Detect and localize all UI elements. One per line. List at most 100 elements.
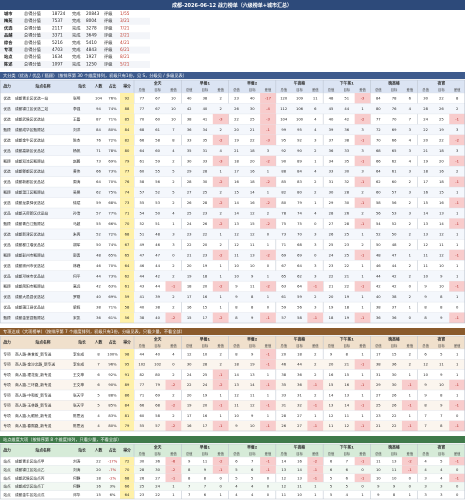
cell: -1 [455, 316, 459, 320]
column-header: 战力 [3, 340, 11, 345]
row-bg [0, 145, 465, 156]
sub-header: 总值 [375, 451, 382, 456]
cell: 0 [172, 363, 175, 367]
sub-header: 总值 [139, 451, 146, 456]
cell: 40 [250, 97, 255, 101]
group-header: 晚高峰 [388, 336, 400, 341]
cell: 44 [155, 285, 160, 289]
sub-header: 差值 [265, 87, 272, 92]
cell: 3 [172, 232, 175, 236]
cell: 2 [409, 352, 411, 356]
cell: 68 [376, 149, 381, 153]
sub-header: 总值 [328, 451, 335, 456]
cell: 2 [172, 373, 174, 377]
cell: 28 [203, 363, 208, 367]
summary-cell: 1634 [52, 54, 63, 59]
cell: 36 [392, 316, 397, 320]
cell: 65 [392, 149, 397, 153]
score-bg [120, 208, 134, 219]
cell: 16 [297, 460, 302, 464]
cell: 52 [140, 222, 145, 226]
cell: 95 [281, 138, 286, 142]
cell: 1 [314, 201, 316, 205]
cell: 14 [234, 201, 239, 205]
summary-cell: 完成 [72, 32, 80, 39]
cell: 112 [280, 107, 287, 111]
cell: 79 [125, 424, 130, 428]
cell: 46 [96, 264, 101, 268]
negative-bg [260, 124, 276, 135]
cell: 19 [329, 306, 334, 310]
summary-cell: 综合 [4, 39, 13, 46]
cell: 68 [140, 128, 145, 132]
group-header: 夜宵 [437, 336, 446, 341]
cell: 35 [344, 159, 349, 163]
cell: 3 [314, 274, 317, 278]
cell: 1 [172, 485, 174, 489]
cell: 优选 [3, 106, 11, 111]
cell: 5 [330, 485, 333, 489]
negative-bg [260, 400, 276, 411]
cell: 76 [125, 180, 130, 184]
cell: 4 [172, 149, 175, 153]
cell: -2 [219, 222, 223, 226]
cell: 1 [314, 493, 316, 497]
cell: 成都郫都区优选站 [15, 169, 45, 174]
sub-header: 总值 [375, 87, 382, 92]
cell: 16 [250, 201, 255, 205]
cell: 2 [220, 107, 222, 111]
cell: 7 [172, 128, 175, 132]
cell: 84 [96, 128, 101, 132]
sub-header: 差值 [312, 343, 319, 348]
cell: 孙浩 [73, 211, 81, 216]
cell: 杨帆 [73, 148, 81, 153]
cell: 0 [267, 306, 270, 310]
cell: 24 [187, 222, 192, 226]
cell: 2 [172, 159, 174, 163]
cell: 26 [344, 212, 349, 216]
cell: 15 [250, 222, 255, 226]
score-bg [120, 155, 134, 167]
cell: 28 [329, 212, 334, 216]
cell: 62 [376, 180, 381, 184]
negative-bg [260, 359, 276, 370]
cell: 60 [376, 191, 381, 195]
cell: 4 [409, 138, 412, 142]
sub-header: 总值 [422, 451, 429, 456]
score-bg [120, 281, 134, 292]
cell: -17 [265, 97, 272, 101]
summary-row-bg [0, 32, 150, 40]
cell: 1 [361, 264, 363, 268]
score-bg [120, 465, 134, 474]
cell: 43 [140, 285, 145, 289]
cell: 38 [392, 295, 397, 299]
summary-cell: 总得分值 [24, 32, 41, 39]
negative-bg [260, 281, 276, 292]
cell: 22 [234, 117, 239, 121]
sub-header: 总值 [186, 451, 193, 456]
cell: 10 [423, 373, 428, 377]
cell: 33 [187, 138, 192, 142]
summary-cell: 3278 [86, 25, 97, 30]
cell: 9 [251, 352, 254, 356]
cell: 55 [140, 424, 145, 428]
sub-header: 目标 [202, 451, 209, 456]
cell: 11 [234, 253, 239, 257]
cell: 1 [361, 274, 363, 278]
cell: 48 [96, 253, 101, 257]
cell: 33 [329, 170, 334, 174]
cell: 26 [140, 476, 145, 480]
cell: 陈杰 [73, 137, 81, 142]
cell: 9 [235, 424, 238, 428]
cell: 成都新津区优选站 [15, 231, 45, 236]
cell: 38 [155, 306, 160, 310]
cell: 31 [203, 149, 208, 153]
cell: -2 [266, 285, 270, 289]
cell: 50 [392, 232, 397, 236]
cell: 2 [172, 306, 174, 310]
sub-header: 差值 [217, 451, 224, 456]
cell: 4 [440, 476, 443, 480]
cell: 69 [155, 393, 160, 397]
cell: 14 [297, 468, 302, 472]
cell: 成都青羊区优选一站 [15, 96, 48, 101]
